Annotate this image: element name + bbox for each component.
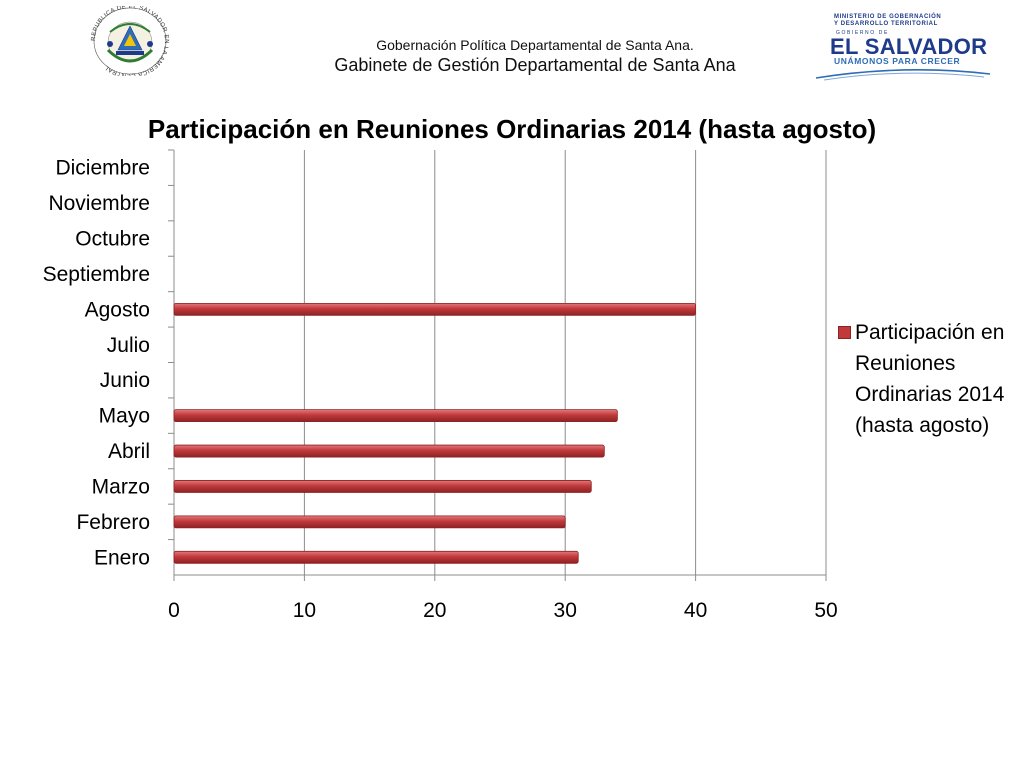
y-tick-label: Noviembre [48,192,150,215]
y-tick-label: Abril [108,440,150,463]
x-tick-label: 10 [293,599,316,622]
bar-febrero [173,515,566,529]
bar-rect [173,550,579,564]
y-tick-label: Septiembre [43,263,150,286]
bar-rect [173,515,566,529]
bar-abril [173,444,605,458]
grid-lines [303,150,827,575]
bar-agosto [173,302,696,316]
bar-rect [173,444,605,458]
x-tick-label: 20 [423,599,446,622]
logo-swoosh-icon [815,69,991,81]
bar-enero [173,550,579,564]
bar-rect [173,480,592,493]
gobierno-el-salvador-logo: MINISTERIO DE GOBERNACIÓN Y DESARROLLO T… [814,12,992,82]
axes [168,149,827,581]
y-tick-label: Febrero [76,511,150,534]
x-tick-label: 40 [684,599,707,622]
coat-of-arms-seal: REPUBLICA DE EL SALVADOR EN LA AMERICA C… [91,6,169,76]
y-tick-label: Marzo [92,475,150,498]
y-tick-label: Junio [100,369,150,392]
chart-title: Participación en Reuniones Ordinarias 20… [148,114,876,144]
bars [173,302,696,564]
x-tick-label: 30 [554,599,577,622]
x-tick-label: 50 [814,599,837,622]
logo-slogan-text: UNÁMONOS PARA CRECER [834,56,961,66]
bar-rect [173,302,696,316]
x-tick-label: 0 [168,599,180,622]
y-tick-label: Mayo [99,405,150,428]
y-tick-label: Octubre [75,228,150,251]
bar-marzo [173,480,592,493]
tick-labels: 0 10 20 30 40 50 Enero Febrero Marzo Abril Mayo Ju… [43,157,838,622]
legend-entry: Participación en Reuniones Ordinarias 20… [855,321,1005,437]
logo-gobierno-text: GOBIERNO DE [836,30,889,36]
y-tick-label: Julio [107,334,150,357]
bar-rect [173,409,618,423]
logo-country-text: EL SALVADOR [830,34,988,59]
y-tick-label: Diciembre [55,157,150,180]
bar-mayo [173,409,618,423]
legend-swatch [838,326,851,339]
y-tick-label: Enero [94,546,150,569]
logo-ministry-text: MINISTERIO DE GOBERNACIÓN Y DESARROLLO T… [834,14,942,27]
y-tick-label: Agosto [85,298,150,321]
header-line-2: Gabinete de Gestión Departamental de San… [334,55,736,75]
header-line-1: Gobernación Política Departamental de Sa… [376,37,694,53]
